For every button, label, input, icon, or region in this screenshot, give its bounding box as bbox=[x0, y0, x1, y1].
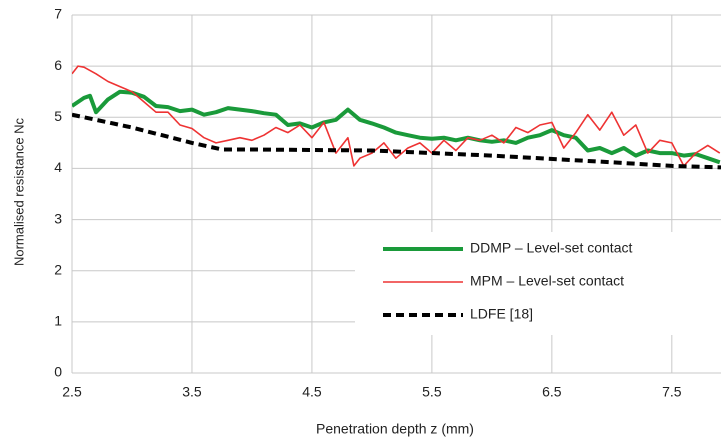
x-axis-title: Penetration depth z (mm) bbox=[316, 421, 474, 437]
plot bbox=[72, 65, 721, 170]
y-tick-label: 1 bbox=[54, 313, 62, 329]
x-tick-label: 4.5 bbox=[302, 384, 322, 400]
y-tick-label: 4 bbox=[54, 159, 62, 175]
series-line bbox=[72, 89, 721, 165]
y-tick-label: 5 bbox=[54, 108, 62, 124]
x-tick-label: 3.5 bbox=[182, 384, 202, 400]
legend-label: LDFE [18] bbox=[470, 306, 533, 322]
y-tick-label: 6 bbox=[54, 57, 62, 73]
y-axis-title: Normalised resistance Nc bbox=[11, 117, 26, 266]
y-tick-label: 7 bbox=[54, 6, 62, 22]
legend-label: MPM – Level-set contact bbox=[470, 273, 624, 289]
x-tick-label: 7.5 bbox=[662, 384, 682, 400]
y-tick-label: 0 bbox=[54, 364, 62, 380]
series-line bbox=[72, 112, 721, 170]
x-tick-label: 6.5 bbox=[542, 384, 562, 400]
series-line bbox=[72, 65, 721, 167]
x-tick-label: 2.5 bbox=[62, 384, 82, 400]
legend-label: DDMP – Level-set contact bbox=[470, 240, 632, 256]
x-tick-label: 5.5 bbox=[422, 384, 442, 400]
y-tick-label: 2 bbox=[54, 261, 62, 277]
y-tick-label: 3 bbox=[54, 210, 62, 226]
